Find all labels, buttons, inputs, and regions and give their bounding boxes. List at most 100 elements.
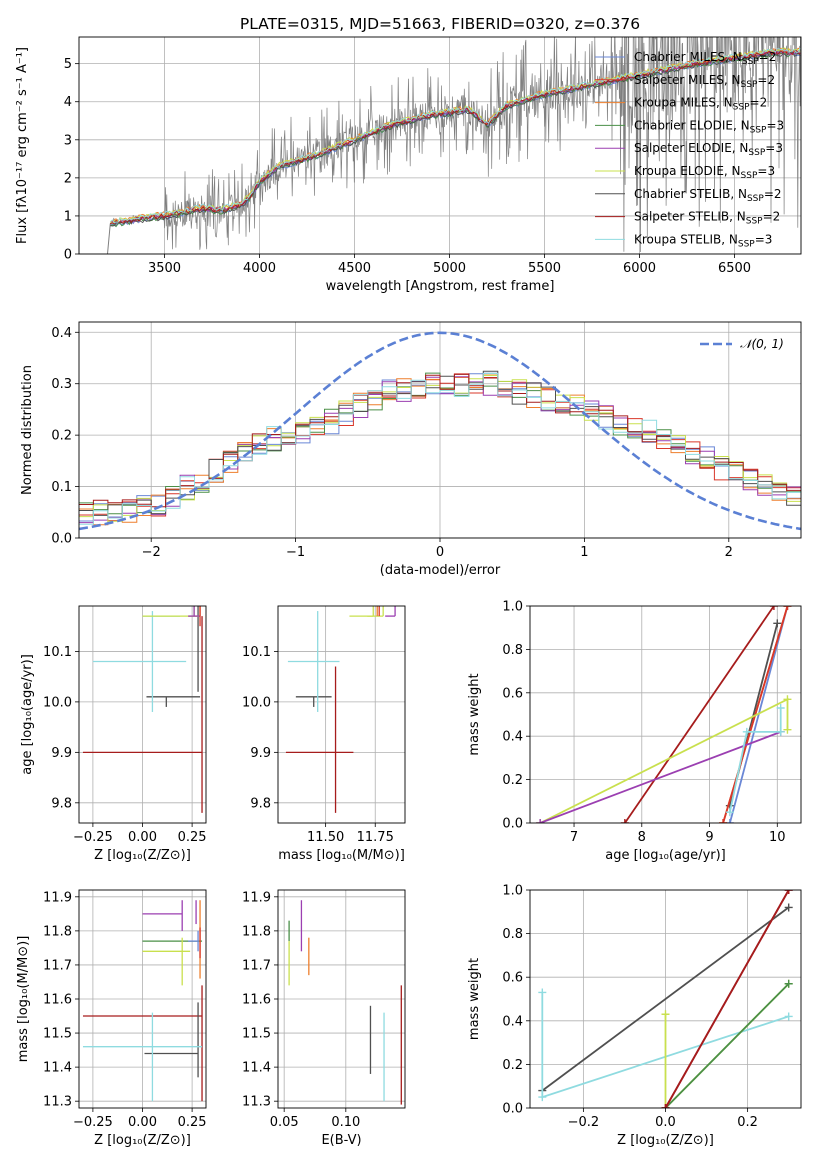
age_vs_mass-axes: 11.50 11.75 9.8 9.9 10.0 10.1 mass [log₁₀(M/M⊙… [242, 605, 406, 863]
data-point-chabrier_stelib [773, 619, 782, 628]
x-tick-label: 5000 [433, 261, 466, 276]
plot-area [278, 890, 405, 1108]
y-axis-label: mass weight [467, 673, 482, 755]
y-tick-label: 11.3 [242, 1095, 271, 1110]
x-axis-label: Z [log₁₀(Z/Z⊙)] [94, 848, 191, 863]
data-point-kroupa_stelib [538, 1093, 547, 1102]
x-tick-label: 4500 [338, 261, 371, 276]
weight_vs_Z-axes: −0.2 0.0 0.2 0.0 0.2 0.4 0.6 0.8 1.0 Z [log₁₀(Z/Z… [467, 884, 802, 1148]
y-tick-label: 9.9 [51, 746, 72, 761]
plot-area [79, 890, 206, 1108]
x-tick-label: 0.25 [178, 1115, 207, 1130]
y-tick-label: 1 [64, 209, 72, 224]
x-tick-label: 11.50 [307, 830, 344, 845]
data-point-chabrier_stelib [784, 903, 793, 912]
model-line-kroupa_elodie [110, 47, 801, 225]
data-point-salpeter_miles [783, 606, 792, 610]
data-point-kroupa_stelib [742, 727, 751, 736]
y-axis-label: age [log₁₀(age/yr)] [20, 654, 35, 775]
x-tick-label: 0.00 [128, 830, 157, 845]
y-tick-label: 11.6 [43, 993, 72, 1008]
legend-label: Salpeter MILES, NSSP=2 [634, 73, 775, 90]
data-point-salpeter_stelib [784, 890, 793, 894]
y-axis-label: Flux [fλ10⁻¹⁷ erg cm⁻² s⁻¹ A⁻¹] [15, 47, 30, 244]
x-axis-label: Z [log₁₀(Z/Z⊙)] [617, 1133, 714, 1148]
data-point-kroupa_stelib [784, 1012, 793, 1021]
x-axis-label: Z [log₁₀(Z/Z⊙)] [94, 1133, 191, 1148]
data-point-salpeter_stelib [661, 1104, 670, 1108]
y-tick-label: 10.1 [242, 645, 271, 660]
axes-frame [277, 889, 406, 1109]
spectrum-edge [107, 223, 111, 254]
data-point-kroupa_elodie [783, 725, 792, 734]
axes-frame [78, 321, 802, 539]
plot-area [79, 606, 206, 823]
y-tick-label: 0.6 [502, 686, 523, 701]
y-tick-label: 3 [64, 133, 72, 148]
legend-label: Kroupa STELIB, NSSP=3 [634, 232, 772, 249]
y-tick-label: 0.2 [502, 1058, 523, 1073]
y-tick-label: 2 [64, 171, 72, 186]
legend-label: Chabrier MILES, NSSP=2 [634, 50, 776, 67]
series-line-kroupa_stelib [729, 708, 782, 813]
y-axis-label: mass weight [467, 958, 482, 1040]
y-tick-label: 1.0 [502, 884, 523, 899]
data-point-chabrier_miles [725, 819, 734, 823]
data-point-salpeter_stelib [769, 606, 778, 610]
mass_vs_Z-axes: −0.25 0.00 0.25 11.3 11.4 11.5 11.6 11.7 11.8 11.… [16, 889, 207, 1148]
y-tick-label: 0.0 [502, 817, 523, 832]
y-tick-label: 4 [64, 95, 72, 110]
x-tick-label: 7 [570, 830, 578, 845]
series-line-chabrier_stelib [541, 906, 790, 1092]
legend: Chabrier MILES, NSSP=2 Salpeter MILES, NS… [595, 50, 784, 249]
x-axis-label: wavelength [Angstrom, rest frame] [326, 279, 555, 294]
data-point-salpeter_miles [719, 819, 728, 823]
x-tick-label: 5500 [528, 261, 561, 276]
weight_vs_age-axes: 7 8 9 10 0.0 0.2 0.4 0.6 0.8 1.0 age [log₁₀(age/yr… [467, 600, 802, 863]
axes-frame [529, 605, 802, 824]
legend-label: Salpeter ELODIE, NSSP=3 [634, 141, 783, 158]
x-tick-label: 6500 [718, 261, 751, 276]
x-tick-label: 0.25 [178, 830, 207, 845]
plot-area [79, 322, 801, 538]
x-tick-label: −0.2 [568, 1115, 600, 1130]
x-tick-label: 1 [580, 545, 588, 560]
y-tick-label: 0.1 [51, 480, 72, 495]
y-tick-label: 0.8 [502, 643, 523, 658]
y-tick-label: 11.3 [43, 1095, 72, 1110]
x-tick-label: 0.00 [128, 1115, 157, 1130]
axes-frame [529, 889, 802, 1109]
data-point-kroupa_elodie [661, 1010, 670, 1019]
y-tick-label: 0.2 [502, 773, 523, 788]
y-tick-label: 9.8 [51, 796, 72, 811]
x-tick-label: 4000 [243, 261, 276, 276]
data-point-kroupa_stelib [538, 988, 547, 997]
data-point-salpeter_elodie [536, 819, 545, 823]
x-tick-label: 0.0 [655, 1115, 676, 1130]
model-line-kroupa_stelib [109, 47, 801, 224]
y-tick-label: 11.9 [43, 890, 72, 905]
residuals-axes: −2 −1 0 1 2 0.0 0.1 0.2 0.3 0.4 (data-model)/error… [20, 321, 802, 578]
data-point-kroupa_stelib [776, 703, 785, 712]
x-tick-label: 9 [705, 830, 713, 845]
plot-area [530, 606, 801, 823]
y-tick-label: 0.8 [502, 927, 523, 942]
y-tick-label: 0.4 [502, 730, 523, 745]
y-tick-label: 0.0 [51, 532, 72, 547]
x-tick-label: 10 [769, 830, 786, 845]
series-line-salpeter_stelib [624, 606, 775, 823]
x-axis-label: mass [log₁₀(M/M⊙)] [278, 848, 405, 863]
y-tick-label: 11.5 [242, 1027, 271, 1042]
x-axis-label: age [log₁₀(age/yr)] [605, 848, 726, 863]
x-axis-label: E(B-V) [321, 1133, 361, 1148]
series-line-salpeter_stelib [664, 890, 790, 1108]
y-tick-label: 11.6 [242, 993, 271, 1008]
plot-area [278, 606, 405, 823]
series-line-salpeter_elodie [539, 731, 782, 823]
y-tick-label: 11.4 [242, 1061, 271, 1076]
x-tick-label: 11.75 [357, 830, 394, 845]
axes-frame [78, 889, 207, 1109]
data-point-salpeter_stelib [620, 819, 629, 823]
plot-area [530, 890, 801, 1108]
